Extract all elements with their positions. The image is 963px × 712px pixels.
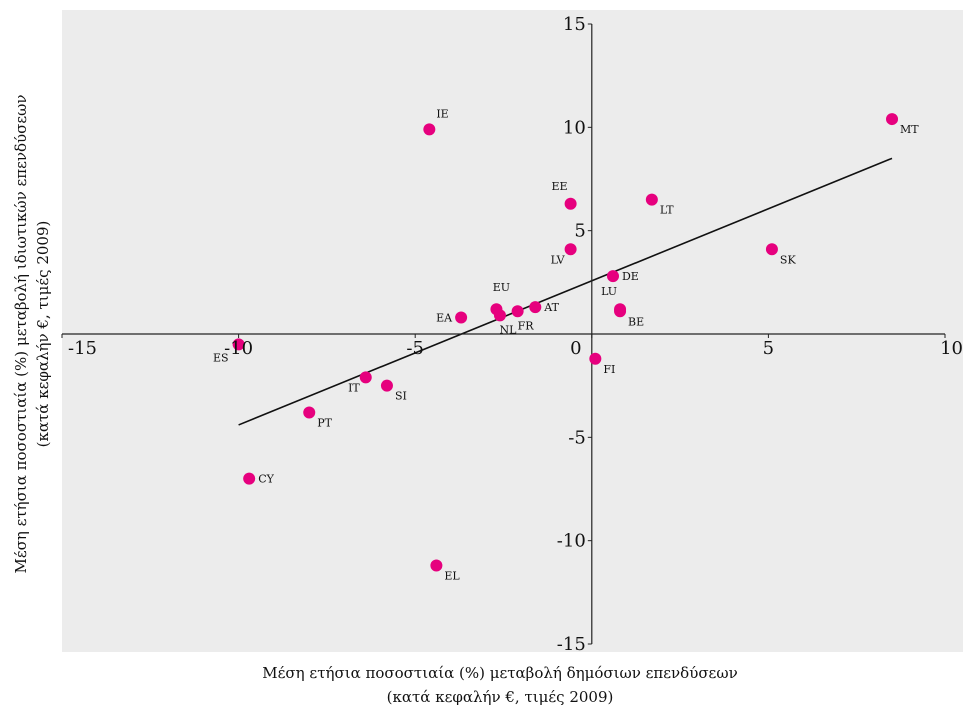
plot-background [62, 10, 963, 652]
data-point-mt [886, 113, 899, 126]
y-axis-subtitle: (κατά κεφαλήν €, τιμές 2009) [34, 221, 52, 448]
point-label-pt: PT [317, 417, 332, 430]
trendline-group [238, 157, 893, 426]
x-tick-label: -15 [68, 338, 97, 359]
data-point-cy [243, 472, 256, 485]
point-labels-group: ES CY PT IT SI IE EL EA EU NL FR AT EE LV FI DE LU BE LT SK… [213, 107, 919, 582]
point-label-lt: LT [660, 204, 674, 217]
data-point-ee [564, 197, 577, 210]
data-point-sk [765, 243, 778, 256]
data-point-de [606, 270, 619, 283]
data-point-ea [455, 311, 468, 324]
data-point-es [232, 338, 245, 351]
tick-labels-group: -15 -10 -5 0 5 10 -15 -10 -5 5 10 15 [61, 14, 963, 655]
data-point-it [359, 371, 372, 384]
data-point-nl [493, 309, 506, 322]
data-point-lt [645, 193, 658, 206]
point-label-el: EL [444, 569, 460, 582]
point-label-si: SI [395, 390, 407, 403]
x-tick-label: -10 [224, 338, 253, 359]
point-label-be: BE [628, 315, 644, 328]
x-tick-label: 0 [570, 338, 581, 359]
point-label-de: DE [622, 270, 639, 283]
point-label-lv: LV [551, 253, 566, 266]
point-label-at: AT [543, 301, 559, 314]
trendline [238, 157, 893, 426]
x-tick-label: 5 [763, 338, 774, 359]
data-point-at [529, 301, 542, 314]
data-point-be [614, 305, 627, 318]
data-point-lv [564, 243, 577, 256]
data-point-el [430, 559, 443, 572]
y-tick-label: 15 [563, 14, 586, 35]
y-tick-label: 10 [563, 117, 586, 138]
y-tick-label: -15 [557, 634, 586, 655]
y-tick-label: -5 [568, 427, 586, 448]
data-point-fi [589, 352, 602, 365]
point-label-ea: EA [436, 311, 453, 324]
point-label-it: IT [348, 381, 360, 394]
y-tick-label: -10 [557, 531, 586, 552]
point-label-ee: EE [552, 180, 568, 193]
y-tick-label: 5 [574, 221, 585, 242]
data-point-si [380, 379, 393, 392]
x-axis-title: Μέση ετήσια ποσοστιαία (%) μεταβολή δημό… [262, 664, 737, 682]
point-label-es: ES [213, 351, 229, 364]
point-label-nl: NL [499, 323, 517, 336]
point-label-fr: FR [518, 319, 535, 332]
x-tick-label: 10 [940, 338, 963, 359]
data-point-pt [303, 406, 316, 419]
point-label-eu: EU [493, 281, 510, 294]
point-label-cy: CY [258, 473, 274, 486]
data-point-fr [511, 305, 524, 318]
data-points-group [232, 113, 899, 572]
point-label-ie: IE [436, 107, 448, 120]
data-point-ie [423, 123, 436, 136]
point-label-lu: LU [601, 285, 617, 298]
x-axis-subtitle: (κατά κεφαλήν €, τιμές 2009) [387, 688, 614, 706]
point-label-fi: FI [603, 363, 615, 376]
point-label-sk: SK [780, 253, 797, 266]
point-label-mt: MT [900, 123, 919, 136]
y-axis-title: Μέση ετήσια ποσοστιαία (%) μεταβολή ιδιω… [12, 94, 30, 573]
x-tick-label: -5 [406, 338, 424, 359]
